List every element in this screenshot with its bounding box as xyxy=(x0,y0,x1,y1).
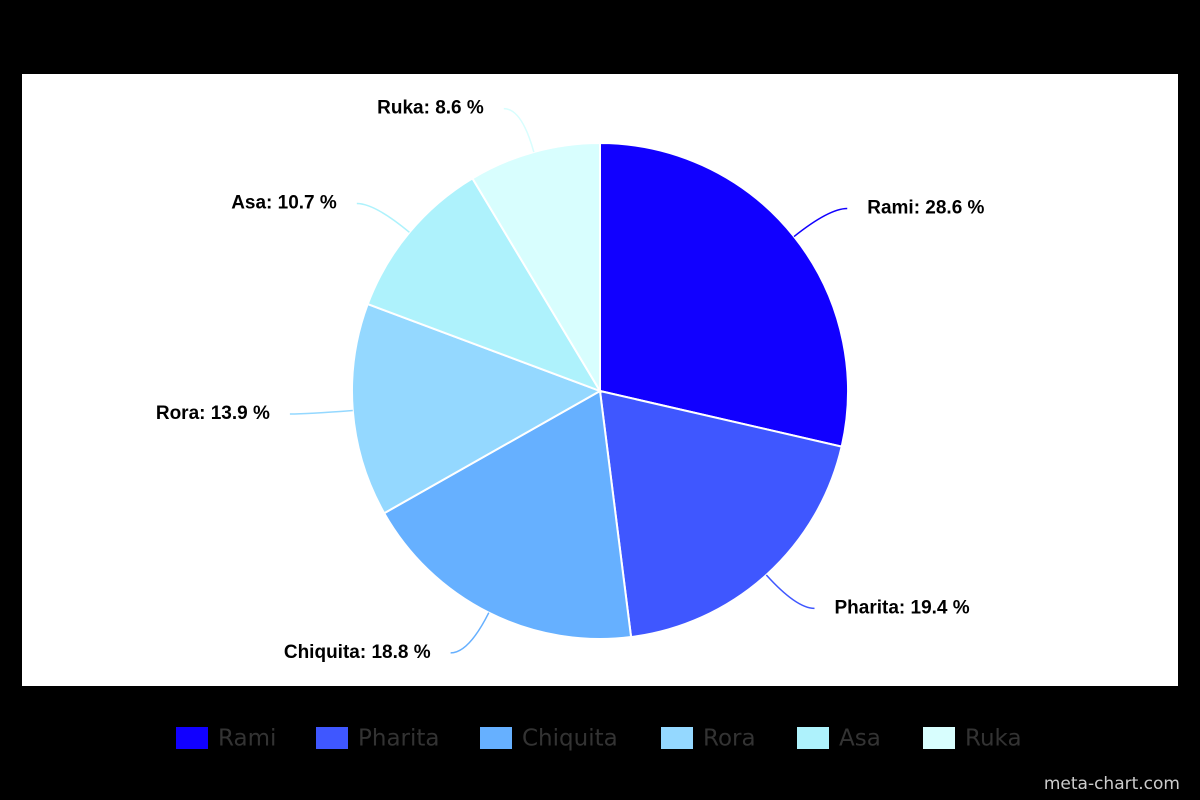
credit: meta-chart.com xyxy=(1044,774,1180,794)
legend-label: Ruka xyxy=(965,726,1022,752)
data-label: Rora: 13.9 % xyxy=(156,403,270,424)
leader-line xyxy=(289,409,353,415)
pie-slice xyxy=(351,302,603,515)
legend-swatch xyxy=(661,727,693,749)
legend-swatch xyxy=(480,727,512,749)
legend-swatch xyxy=(176,727,208,749)
data-label: Ruka: 8.6 % xyxy=(377,98,484,119)
data-label: Pharita: 19.4 % xyxy=(835,597,970,618)
pie-slice xyxy=(598,389,843,639)
data-label: Chiquita: 18.8 % xyxy=(284,642,431,663)
data-label: Asa: 10.7 % xyxy=(231,193,337,214)
legend-label: Chiquita xyxy=(522,726,618,752)
legend-label: Rora xyxy=(703,726,756,752)
leader-line xyxy=(356,202,410,233)
legend-label: Pharita xyxy=(358,726,440,752)
legend-label: Rami xyxy=(218,726,276,752)
leader-line xyxy=(450,612,490,654)
pie-slice xyxy=(382,389,633,640)
legend-swatch xyxy=(797,727,829,749)
pie-slice xyxy=(366,176,603,393)
legend-swatch xyxy=(923,727,955,749)
data-label: Rami: 28.6 % xyxy=(867,198,984,219)
leader-line xyxy=(503,107,535,153)
leader-line xyxy=(765,574,815,610)
leader-line xyxy=(793,207,848,238)
legend-label: Asa xyxy=(839,726,881,752)
legend-swatch xyxy=(316,727,348,749)
pie-slice xyxy=(471,141,601,395)
